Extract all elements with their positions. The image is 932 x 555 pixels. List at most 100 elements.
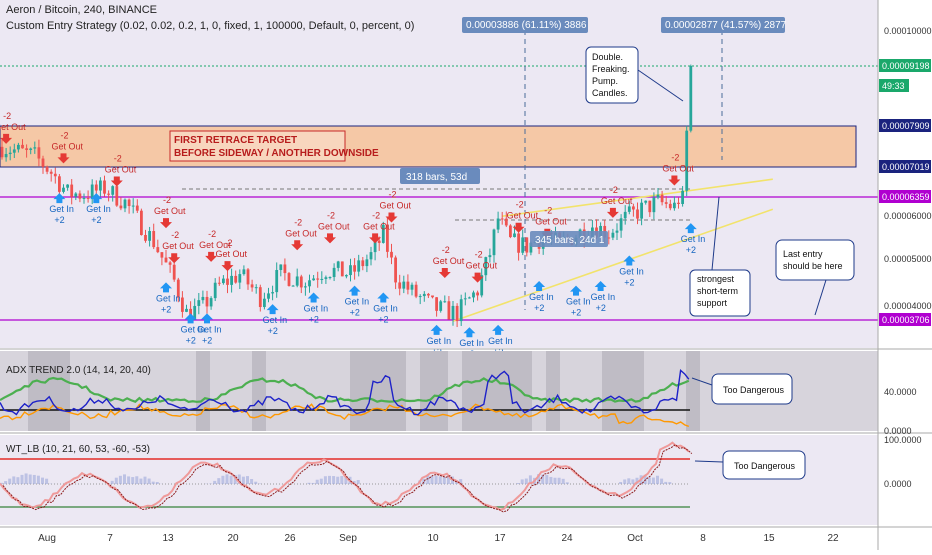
price-badge-text: 0.00007909 — [882, 121, 930, 131]
adx-band — [476, 351, 490, 431]
bars-text-1: 318 bars, 53d — [406, 172, 467, 183]
buy-amount: +2 — [571, 308, 581, 318]
price-tick: 0.00005000 — [884, 254, 932, 264]
sell-label: Get Out — [318, 221, 350, 231]
sell-amount: -2 — [225, 238, 233, 248]
sell-amount: -2 — [3, 111, 11, 121]
wt-histogram-bar — [29, 475, 32, 484]
candle — [689, 65, 692, 133]
candle — [439, 300, 442, 313]
sell-label: Get Out — [466, 261, 498, 271]
time-tick: 8 — [700, 533, 706, 544]
buy-amount: +2 — [350, 308, 360, 318]
wt-histogram-bar — [336, 477, 339, 484]
wt-histogram-bar — [41, 478, 44, 484]
buy-label: Get In — [459, 338, 484, 348]
buy-amount: +2 — [186, 335, 196, 345]
buy-label: Get In — [263, 315, 288, 325]
price-badge: 0.00003706 — [879, 313, 931, 326]
wt-histogram-bar — [627, 478, 630, 484]
wt-tick: 0.0000 — [884, 479, 912, 489]
time-tick: 20 — [227, 533, 239, 544]
candle — [509, 224, 512, 238]
adx-title: ADX TREND 2.0 (14, 14, 20, 40) — [6, 365, 151, 376]
buy-label: Get In — [304, 304, 329, 314]
wt-histogram-bar — [21, 475, 24, 484]
buy-label: Get In — [488, 336, 513, 346]
sell-amount: -2 — [610, 185, 618, 195]
callout-line-3: Pump. — [592, 76, 618, 86]
wt-histogram-bar — [435, 476, 438, 484]
wt-histogram-bar — [144, 477, 147, 484]
wt-histogram-bar — [664, 482, 667, 484]
price-badge: 0.00007019 — [879, 160, 931, 173]
wt-histogram-bar — [12, 476, 15, 484]
wt-histogram-bar — [37, 476, 40, 484]
buy-amount: +2 — [378, 315, 388, 325]
time-tick: 13 — [162, 533, 174, 544]
measure-label-2[interactable]: 0.00002877 (41.57%) 2877 — [661, 17, 787, 33]
wt-histogram-bar — [312, 483, 315, 484]
wt-histogram-bar — [656, 476, 659, 484]
wt-histogram-bar — [213, 481, 216, 484]
measure-label-1[interactable]: 0.00003886 (61.11%) 3886 — [462, 17, 588, 33]
time-tick: 26 — [284, 533, 296, 544]
sell-amount: -2 — [372, 210, 380, 220]
price-badge: 0.00007909 — [879, 119, 931, 132]
adx-band — [616, 351, 630, 431]
wt-title: WT_LB (10, 21, 60, 53, -60, -53) — [6, 444, 150, 455]
wt-histogram-bar — [119, 476, 122, 484]
sell-amount: -2 — [61, 130, 69, 140]
strategy-legend[interactable]: Custom Entry Strategy (0.02, 0.02, 0.2, … — [6, 20, 414, 32]
wt-histogram-bar — [135, 476, 138, 484]
wt-histogram-bar — [230, 476, 233, 484]
adx-band — [630, 351, 644, 431]
buy-amount: +2 — [309, 315, 319, 325]
wt-histogram-bar — [525, 479, 528, 484]
wt-histogram-bar — [115, 478, 118, 484]
wt-histogram-bar — [45, 479, 48, 484]
callout-line-1: Double. — [592, 52, 623, 62]
sell-amount: -2 — [516, 200, 524, 210]
wt-histogram-bar — [660, 479, 663, 484]
bars-label-2[interactable]: 345 bars, 24d 1 — [530, 231, 608, 247]
wt-histogram-bar — [357, 480, 360, 484]
adx-band — [350, 351, 364, 431]
wt-histogram-bar — [33, 475, 36, 484]
adx-band — [420, 351, 434, 431]
wt-histogram-bar — [443, 477, 446, 484]
time-tick: 17 — [494, 533, 506, 544]
buy-amount: +2 — [91, 215, 101, 225]
sell-label: Get Out — [52, 141, 84, 151]
wt-histogram-bar — [250, 479, 253, 484]
wt-histogram-bar — [648, 477, 651, 484]
wt-tick: 100.0000 — [884, 435, 922, 445]
wt-histogram-bar — [226, 474, 229, 484]
wt-histogram-bar — [554, 478, 557, 484]
sell-label: Get Out — [285, 228, 317, 238]
buy-amount: +2 — [534, 303, 544, 313]
buy-label: Get In — [345, 297, 370, 307]
buy-amount: +2 — [268, 326, 278, 336]
buy-amount: +2 — [624, 278, 634, 288]
wt-histogram-bar — [549, 477, 552, 484]
sell-amount: -2 — [442, 245, 450, 255]
candle — [288, 272, 291, 287]
sell-amount: -2 — [208, 229, 216, 239]
chart-title[interactable]: Aeron / Bitcoin, 240, BINANCE — [6, 4, 157, 16]
buy-label: Get In — [681, 234, 706, 244]
buy-amount: +2 — [202, 335, 212, 345]
sell-amount: -2 — [294, 217, 302, 227]
measure-text-1: 0.00003886 (61.11%) 3886 — [466, 20, 587, 31]
retrace-target-zone — [0, 126, 856, 167]
sell-amount: -2 — [475, 250, 483, 260]
sell-label: Get Out — [216, 249, 248, 259]
wt-histogram-bar — [246, 476, 249, 484]
bars-label-1[interactable]: 318 bars, 53d — [400, 168, 480, 184]
wt-histogram-bar — [308, 483, 311, 484]
wt-histogram-bar — [631, 479, 634, 484]
sell-label: Get Out — [0, 122, 26, 132]
sell-label: Get Out — [433, 256, 465, 266]
wt-histogram-bar — [545, 475, 548, 484]
